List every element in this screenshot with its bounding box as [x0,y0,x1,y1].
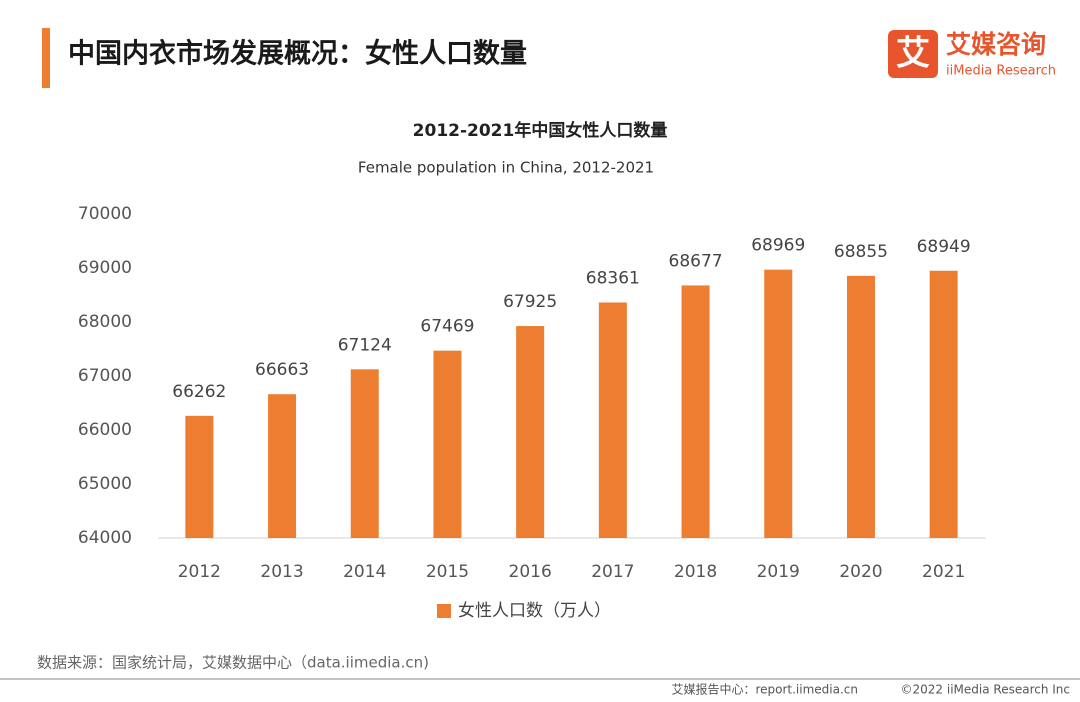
value-label: 68969 [751,236,805,256]
x-tick-label: 2020 [839,562,882,582]
value-label: 67469 [420,317,474,337]
title-accent [42,28,50,88]
x-tick-label: 2019 [757,562,800,582]
x-tick-label: 2017 [591,562,634,582]
chart-subtitle: Female population in China, 2012-2021 [358,159,654,177]
bar [433,350,462,538]
value-label: 66663 [255,360,309,380]
legend-swatch [437,604,451,618]
x-tick-label: 2014 [343,562,386,582]
logo: 艾 艾媒咨询 iiMedia Research [888,30,1056,79]
x-tick-label: 2016 [509,562,552,582]
value-label: 67124 [338,335,392,355]
footer-center: 艾媒报告中心：report.iimedia.cn [671,682,858,697]
bar [185,415,214,538]
value-label: 68949 [917,237,971,257]
logo-icon: 艾 [896,34,930,74]
x-tick-label: 2015 [426,562,469,582]
logo-mark [888,30,938,78]
legend-label: 女性人口数（万人） [458,601,611,621]
value-label: 68855 [834,242,888,262]
x-tick-label: 2021 [922,562,965,582]
bar [681,285,710,538]
value-label: 67925 [503,292,557,312]
y-tick-label: 68000 [78,312,132,332]
source: 数据来源：国家统计局，艾媒数据中心（data.iimedia.cn) [37,654,429,672]
page-title: 中国内衣市场发展概况：女性人口数量 [68,38,527,70]
x-tick-label: 2013 [260,562,303,582]
y-tick-label: 70000 [78,204,132,224]
chart-title: 2012-2021年中国女性人口数量 [413,120,668,141]
y-tick-label: 66000 [78,420,132,440]
logo-english: iiMedia Research [946,64,1056,79]
value-label: 68361 [586,269,640,289]
x-tick-label: 2012 [178,562,221,582]
y-tick-label: 65000 [78,474,132,494]
bar [764,269,793,538]
bar [350,369,379,538]
value-label: 68677 [669,251,723,271]
bar [846,275,875,538]
bar [516,326,545,538]
bar [929,270,958,538]
y-tick-label: 67000 [78,366,132,386]
bar [268,394,297,538]
logo-name: 艾媒咨询 [946,30,1046,59]
value-label: 66262 [172,382,226,402]
footer-copyright: ©2022 iiMedia Research Inc [901,683,1070,697]
x-tick-label: 2018 [674,562,717,582]
bar [598,302,627,538]
y-tick-label: 64000 [78,528,132,548]
y-tick-label: 69000 [78,258,132,278]
